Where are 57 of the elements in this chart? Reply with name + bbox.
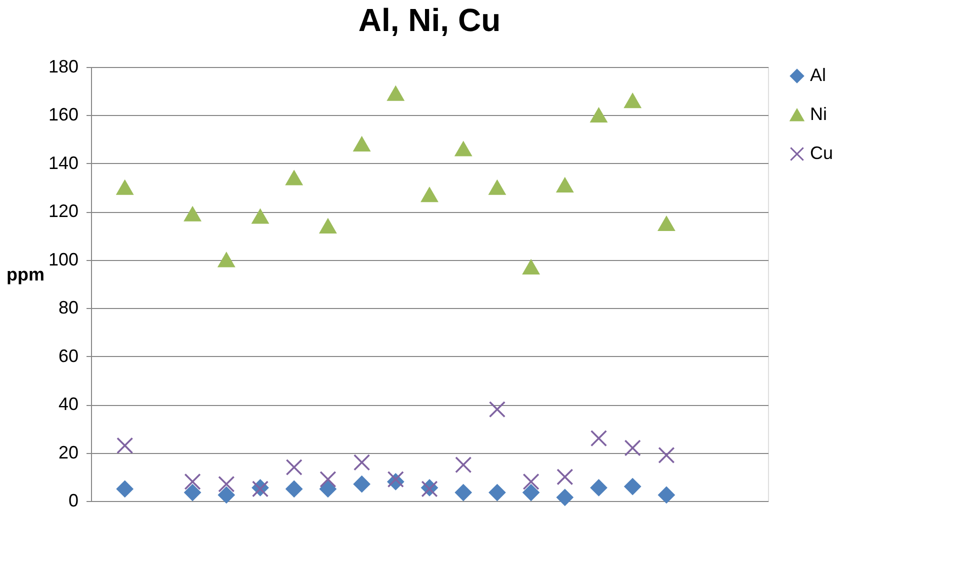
point	[421, 187, 438, 202]
point	[488, 180, 506, 195]
point	[522, 484, 540, 501]
point	[455, 484, 472, 501]
point	[218, 252, 235, 268]
point	[286, 458, 302, 476]
point	[488, 484, 506, 501]
point	[522, 260, 540, 274]
point	[286, 170, 302, 186]
point	[116, 480, 134, 498]
point	[218, 476, 235, 492]
point	[353, 476, 370, 492]
point	[387, 86, 404, 101]
point	[116, 180, 134, 195]
y-tick-label: 40	[58, 394, 78, 414]
y-tick-label: 180	[48, 56, 78, 76]
y-tick-label: 0	[68, 490, 78, 510]
point	[624, 93, 641, 108]
point	[184, 206, 201, 222]
y-axis-title: ppm	[6, 264, 44, 284]
point	[116, 437, 134, 454]
point	[353, 454, 370, 471]
y-tick-label: 80	[58, 298, 78, 318]
point	[624, 478, 641, 495]
point	[488, 401, 506, 418]
point	[522, 473, 540, 490]
point	[218, 486, 235, 504]
point	[658, 486, 675, 504]
y-tick-label: 20	[58, 442, 78, 462]
legend-label: Al	[810, 65, 826, 85]
legend-label: Ni	[810, 104, 827, 124]
point	[556, 489, 574, 506]
y-tick-label: 120	[48, 201, 78, 222]
point	[658, 216, 675, 232]
y-tick-label: 140	[48, 152, 78, 173]
point	[590, 430, 608, 447]
point	[184, 484, 201, 501]
point	[658, 446, 675, 464]
point	[184, 473, 201, 490]
point	[556, 468, 574, 486]
point	[556, 178, 574, 192]
point	[455, 142, 472, 156]
point	[455, 456, 472, 474]
point	[590, 108, 608, 123]
point	[286, 480, 302, 498]
point	[320, 480, 336, 498]
y-tick-label: 100	[48, 249, 78, 270]
y-tick-label: 60	[58, 346, 78, 366]
point	[252, 209, 269, 224]
chart-title: Al, Ni, Cu	[358, 2, 501, 38]
legend-label: Cu	[810, 143, 834, 163]
point	[590, 479, 608, 496]
point	[320, 218, 336, 234]
y-tick-label: 160	[48, 104, 78, 125]
point	[624, 440, 641, 456]
point	[353, 136, 370, 152]
point	[320, 470, 336, 488]
